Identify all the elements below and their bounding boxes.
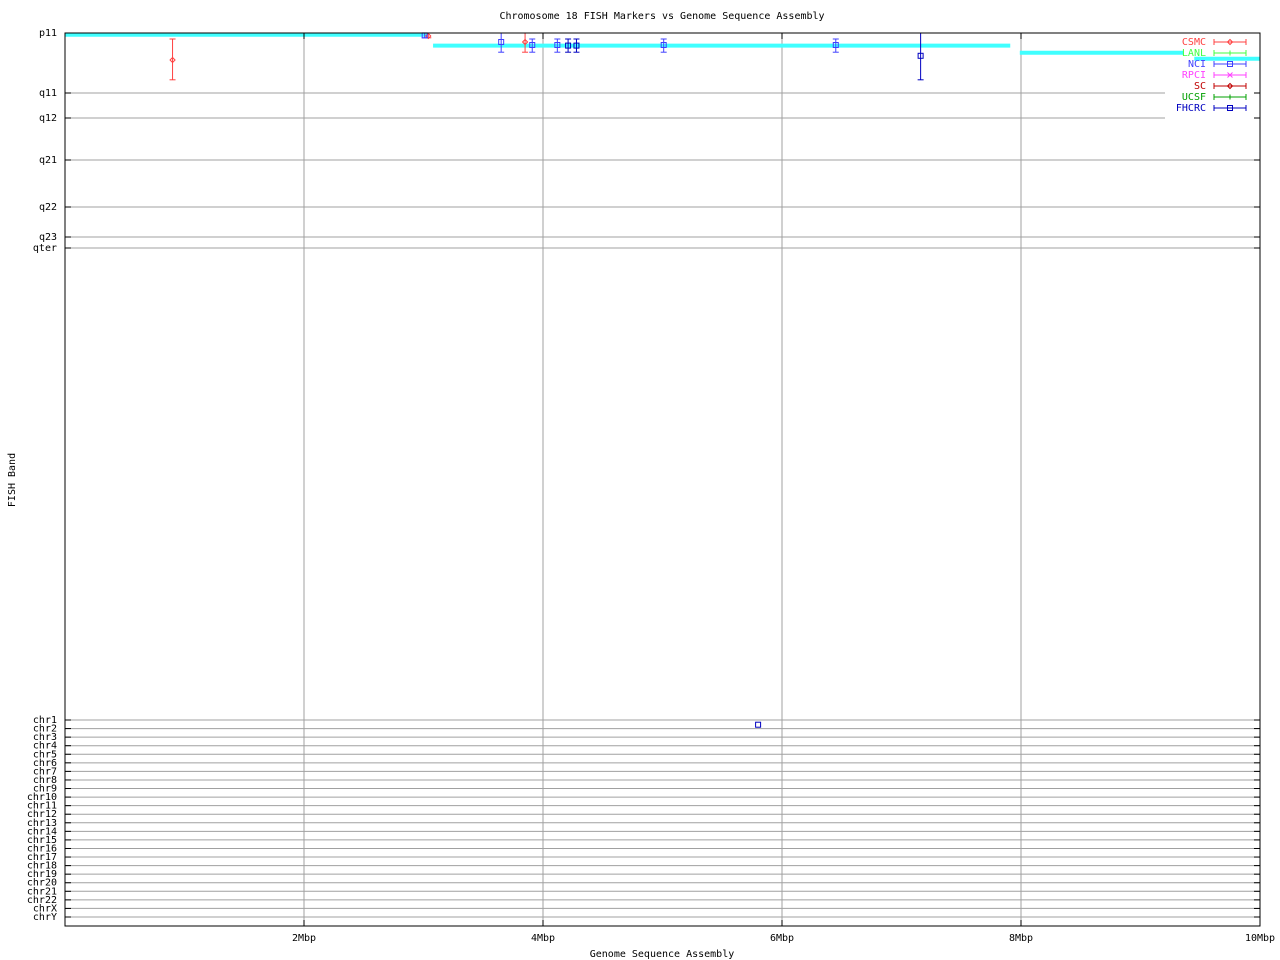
x-tick-label: 8Mbp xyxy=(1009,933,1033,944)
y-axis-label: FISH Band xyxy=(7,453,18,507)
legend-entry-rpci: RPCI xyxy=(1182,70,1247,81)
error-bar-point-nci xyxy=(660,38,667,53)
square-marker xyxy=(498,39,505,45)
square-marker xyxy=(554,42,561,48)
diamond-marker xyxy=(1226,82,1234,90)
legend-entry-ucsf: UCSF xyxy=(1182,92,1247,103)
square-marker xyxy=(660,42,667,48)
diamond-marker xyxy=(425,32,432,40)
legend-label: LANL xyxy=(1182,48,1206,59)
x-axis-label: Genome Sequence Assembly xyxy=(590,949,735,960)
error-bar-point-csmc xyxy=(521,32,529,53)
legend-label: NCI xyxy=(1188,59,1206,70)
y-tick-label: chr20 xyxy=(27,878,57,889)
error-bar-point-nci xyxy=(498,32,505,53)
legend-entry-nci: NCI xyxy=(1188,59,1247,70)
legend-label: CSMC xyxy=(1182,37,1206,48)
y-tick-label: chr9 xyxy=(33,784,57,795)
y-tick-label: chr22 xyxy=(27,895,57,906)
square-marker xyxy=(565,42,572,49)
plot-border xyxy=(64,32,1261,927)
grid-lines xyxy=(65,33,1260,926)
y-tick-label: chr10 xyxy=(27,792,57,803)
x-tick-label: 6Mbp xyxy=(770,933,794,944)
error-bar-point-fhcrc xyxy=(565,38,572,53)
square-marker xyxy=(573,42,580,49)
y-tick-label: chr18 xyxy=(27,861,57,872)
cross-marker xyxy=(1227,72,1233,78)
square-marker xyxy=(755,721,762,728)
axes: p11q11q12q21q22q23qterchr1chr2chr3chr4ch… xyxy=(27,28,1275,944)
y-tick-label: q11 xyxy=(39,88,57,99)
assembly-segments xyxy=(65,32,1260,61)
legend-entry-sc: SC xyxy=(1194,81,1247,92)
legend-entry-fhcrc: FHCRC xyxy=(1176,103,1247,114)
legend-label: RPCI xyxy=(1182,70,1206,81)
y-tick-label: chr13 xyxy=(27,818,57,829)
y-tick-label: chr1 xyxy=(33,715,57,726)
y-tick-label: chr12 xyxy=(27,809,57,820)
legend-entry-csmc: CSMC xyxy=(1182,37,1247,48)
error-bar-point-nci xyxy=(421,32,428,39)
y-tick-label: q21 xyxy=(39,155,57,166)
y-tick-label: chr5 xyxy=(33,749,57,760)
y-tick-label: chr16 xyxy=(27,843,57,854)
error-bar-point-fhcrc xyxy=(755,721,762,728)
y-tick-label: q12 xyxy=(39,113,57,124)
error-bar-point-fhcrc xyxy=(917,32,924,81)
x-tick-label: 4Mbp xyxy=(531,933,555,944)
error-bar-point-nci xyxy=(554,38,561,53)
legend-label: FHCRC xyxy=(1176,103,1206,114)
square-marker xyxy=(529,42,536,48)
legend-label: UCSF xyxy=(1182,92,1206,103)
error-bar-point-fhcrc xyxy=(573,38,580,53)
x-tick-label: 10Mbp xyxy=(1245,933,1275,944)
diamond-marker xyxy=(169,56,176,64)
y-tick-label: chr2 xyxy=(33,724,57,735)
diamond-marker xyxy=(521,38,529,46)
x-tick-label: 2Mbp xyxy=(292,933,316,944)
y-tick-label: chr17 xyxy=(27,852,57,863)
diamond-marker xyxy=(1226,38,1234,46)
y-tick-label: chr7 xyxy=(33,766,57,777)
y-tick-label: qter xyxy=(33,243,57,254)
plus-marker xyxy=(1227,50,1233,56)
plus-marker xyxy=(1227,94,1233,100)
y-tick-label: chr4 xyxy=(33,741,57,752)
data-marks xyxy=(169,32,924,728)
y-tick-label: chr15 xyxy=(27,835,57,846)
y-tick-label: p11 xyxy=(39,28,57,39)
y-tick-label: chrX xyxy=(33,903,57,914)
y-tick-label: chrY xyxy=(33,912,57,923)
square-marker xyxy=(1227,61,1233,67)
y-tick-label: chr11 xyxy=(27,801,57,812)
y-tick-label: q22 xyxy=(39,202,57,213)
y-tick-label: chr14 xyxy=(27,826,57,837)
y-tick-label: chr3 xyxy=(33,732,57,743)
error-bar-point-csmc xyxy=(169,38,176,81)
square-marker xyxy=(832,42,839,48)
error-bar-point-nci xyxy=(832,38,839,53)
y-tick-label: chr21 xyxy=(27,886,57,897)
square-marker xyxy=(1227,105,1233,111)
y-tick-label: chr6 xyxy=(33,758,57,769)
y-tick-label: chr8 xyxy=(33,775,57,786)
legend-label: SC xyxy=(1194,81,1206,92)
chart-title: Chromosome 18 FISH Markers vs Genome Seq… xyxy=(499,11,824,22)
error-bar-point-nci xyxy=(529,38,536,53)
square-marker xyxy=(917,52,924,59)
y-tick-label: q23 xyxy=(39,232,57,243)
y-tick-label: chr19 xyxy=(27,869,57,880)
legend-entry-lanl: LANL xyxy=(1182,48,1247,59)
